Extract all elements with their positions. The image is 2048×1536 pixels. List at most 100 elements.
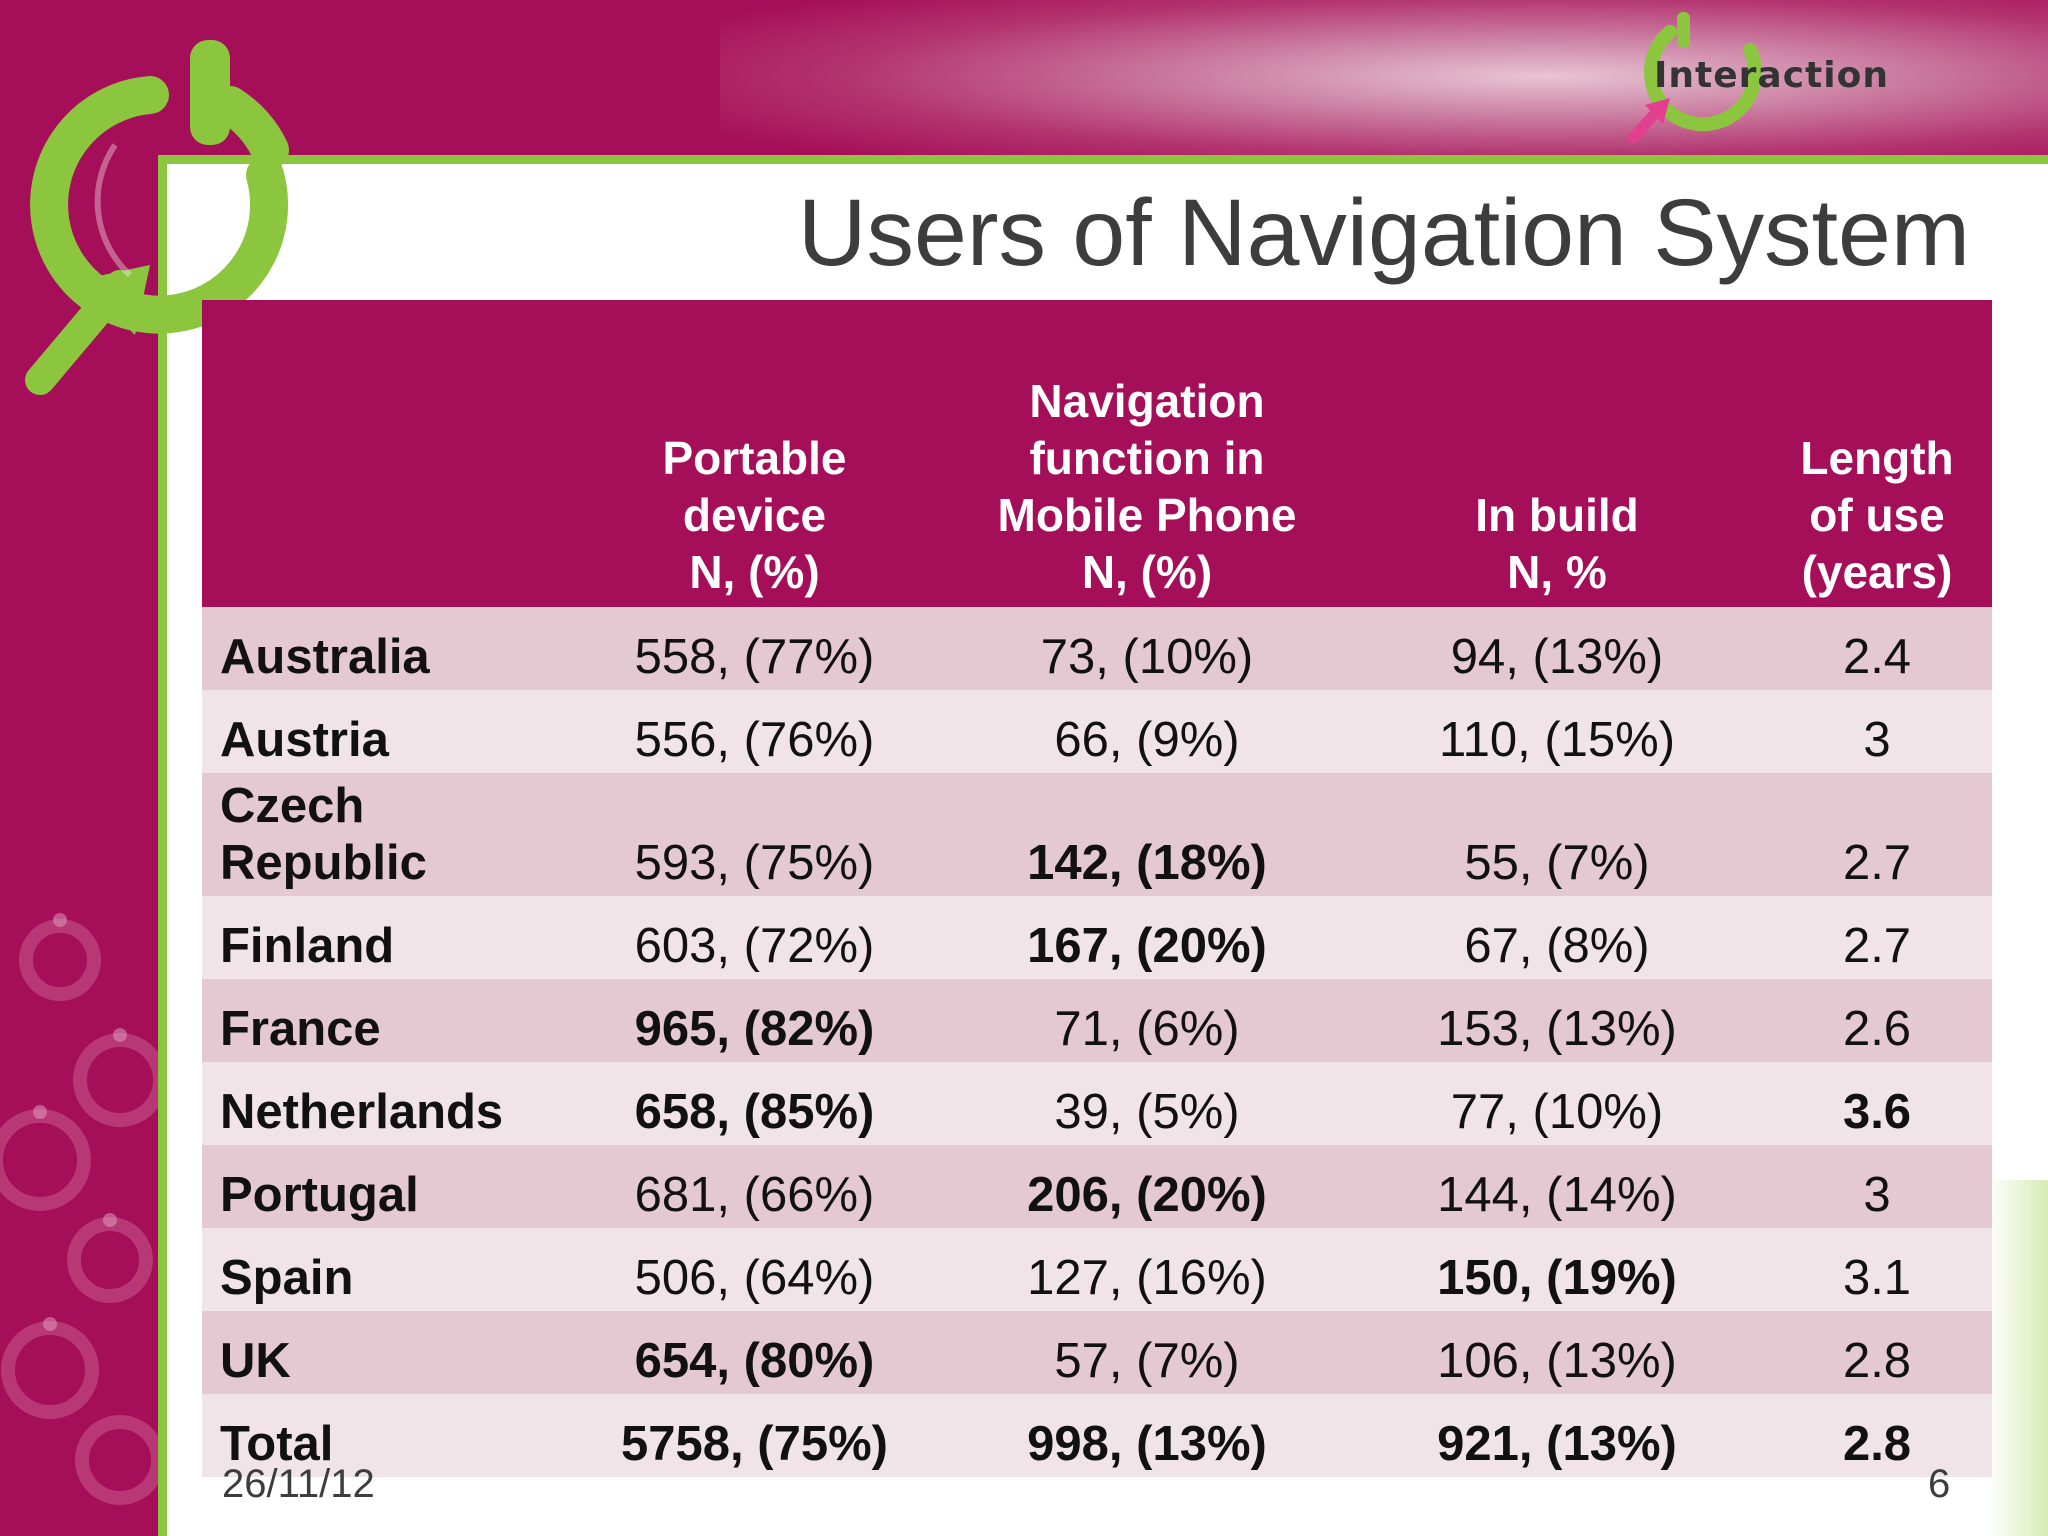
- arrow-icon: [80, 265, 150, 335]
- data-cell: 150, (19%): [1352, 1228, 1762, 1311]
- data-cell: 106, (13%): [1352, 1311, 1762, 1394]
- table-row: Austria 556, (76%) 66, (9%) 110, (15%) 3: [202, 690, 1992, 773]
- country-cell: Austria: [202, 690, 567, 773]
- column-header-line: Mobile Phone: [997, 489, 1297, 541]
- data-cell: 558, (77%): [567, 607, 942, 690]
- country-cell: Total: [202, 1394, 567, 1477]
- slide-date: 26/11/12: [222, 1462, 375, 1506]
- country-cell: Czech Republic: [202, 773, 567, 896]
- table-row: UK 654, (80%) 57, (7%) 106, (13%) 2.8: [202, 1311, 1992, 1394]
- background-glow: [720, 0, 2048, 170]
- column-header-line: N, (%): [689, 546, 820, 598]
- background-swirl-pattern: [0, 913, 160, 1505]
- data-cell: 67, (8%): [1352, 896, 1762, 979]
- power-symbol-icon: [25, 40, 289, 395]
- data-cell: 144, (14%): [1352, 1145, 1762, 1228]
- column-header: In build N, %: [1352, 300, 1762, 607]
- country-name-line: Austria: [220, 713, 389, 767]
- column-header: Length of use (years): [1762, 300, 1992, 607]
- data-cell: 921, (13%): [1352, 1394, 1762, 1477]
- table-row: Czech Republic 593, (75%) 142, (18%) 55, (7%…: [202, 773, 1992, 896]
- table-row: France 965, (82%) 71, (6%) 153, (13%) 2.6: [202, 979, 1992, 1062]
- page-number: 6: [1928, 1462, 1951, 1506]
- country-name-line: France: [220, 1002, 381, 1056]
- country-cell: France: [202, 979, 567, 1062]
- table-header-row: Portable device N, (%) Navigation function i…: [202, 300, 1992, 607]
- column-header-line: Navigation: [1029, 375, 1265, 427]
- data-cell: 965, (82%): [567, 979, 942, 1062]
- column-header-line: N, (%): [1081, 546, 1213, 598]
- data-cell: 3.1: [1762, 1228, 1992, 1311]
- data-cell: 654, (80%): [567, 1311, 942, 1394]
- table-body: Australia 558, (77%) 73, (10%) 94, (13%) 2.4…: [202, 607, 1992, 1477]
- data-cell: 3: [1762, 690, 1992, 773]
- country-cell: Spain: [202, 1228, 567, 1311]
- data-cell: 3: [1762, 1145, 1992, 1228]
- data-cell: 127, (16%): [942, 1228, 1352, 1311]
- data-cell: 110, (15%): [1352, 690, 1762, 773]
- data-cell: 556, (76%): [567, 690, 942, 773]
- country-name-line: Netherlands: [220, 1085, 504, 1139]
- column-header-line: N, %: [1507, 546, 1607, 598]
- column-header-line: function in: [1029, 432, 1265, 484]
- column-header: [202, 300, 567, 607]
- data-cell: 658, (85%): [567, 1062, 942, 1145]
- country-name-line: Finland: [220, 919, 395, 973]
- table-row: Total 5758, (75%) 998, (13%) 921, (13%) 2.8: [202, 1394, 1992, 1477]
- data-cell: 206, (20%): [942, 1145, 1352, 1228]
- column-header-line: (years): [1801, 546, 1953, 598]
- country-name-line: Total: [220, 1417, 334, 1471]
- slide-title: Users of Navigation System: [797, 180, 1970, 286]
- column-header-line: device: [682, 489, 827, 541]
- data-cell: 2.7: [1762, 896, 1992, 979]
- panel-border-left: [158, 155, 167, 1536]
- data-cell: 681, (66%): [567, 1145, 942, 1228]
- data-cell: 603, (72%): [567, 896, 942, 979]
- column-header-line: Length: [1800, 432, 1954, 484]
- data-cell: 2.6: [1762, 979, 1992, 1062]
- country-cell: UK: [202, 1311, 567, 1394]
- data-cell: 77, (10%): [1352, 1062, 1762, 1145]
- data-cell: 57, (7%): [942, 1311, 1352, 1394]
- column-header: Portable device N, (%): [567, 300, 942, 607]
- column-header-line: of use: [1809, 489, 1945, 541]
- table-row: Portugal 681, (66%) 206, (20%) 144, (14%) 3: [202, 1145, 1992, 1228]
- data-cell: 153, (13%): [1352, 979, 1762, 1062]
- data-cell: 2.8: [1762, 1394, 1992, 1477]
- data-cell: 5758, (75%): [567, 1394, 942, 1477]
- country-cell: Portugal: [202, 1145, 567, 1228]
- table-row: Finland 603, (72%) 167, (20%) 67, (8%) 2.7: [202, 896, 1992, 979]
- country-cell: Finland: [202, 896, 567, 979]
- column-header-line: Portable: [662, 432, 847, 484]
- data-cell: 94, (13%): [1352, 607, 1762, 690]
- table-row: Spain 506, (64%) 127, (16%) 150, (19%) 3.1: [202, 1228, 1992, 1311]
- data-cell: 998, (13%): [942, 1394, 1352, 1477]
- data-cell: 55, (7%): [1352, 773, 1762, 896]
- data-cell: 3.6: [1762, 1062, 1992, 1145]
- country-name-line: Czech: [220, 779, 365, 833]
- column-header-line: In build: [1475, 489, 1639, 541]
- data-cell: 593, (75%): [567, 773, 942, 896]
- data-cell: 2.8: [1762, 1311, 1992, 1394]
- country-name-line: Spain: [220, 1251, 354, 1305]
- data-cell: 66, (9%): [942, 690, 1352, 773]
- table-row: Australia 558, (77%) 73, (10%) 94, (13%) 2.4: [202, 607, 1992, 690]
- logo-power-icon: [1627, 12, 1762, 144]
- data-cell: 2.7: [1762, 773, 1992, 896]
- data-cell: 142, (18%): [942, 773, 1352, 896]
- country-name-line: Australia: [220, 630, 430, 684]
- data-cell: 506, (64%): [567, 1228, 942, 1311]
- country-name-line: Portugal: [220, 1168, 419, 1222]
- logo-text: Interaction: [1654, 55, 1889, 96]
- corner-glow: [1988, 1180, 2048, 1536]
- data-cell: 73, (10%): [942, 607, 1352, 690]
- country-name-line: Republic: [220, 836, 427, 890]
- panel-border-top: [158, 155, 2048, 164]
- data-cell: 39, (5%): [942, 1062, 1352, 1145]
- country-cell: Australia: [202, 607, 567, 690]
- data-cell: 2.4: [1762, 607, 1992, 690]
- navigation-users-table: Portable device N, (%) Navigation function i…: [202, 300, 1992, 1477]
- data-cell: 167, (20%): [942, 896, 1352, 979]
- country-cell: Netherlands: [202, 1062, 567, 1145]
- country-name-line: UK: [220, 1334, 291, 1388]
